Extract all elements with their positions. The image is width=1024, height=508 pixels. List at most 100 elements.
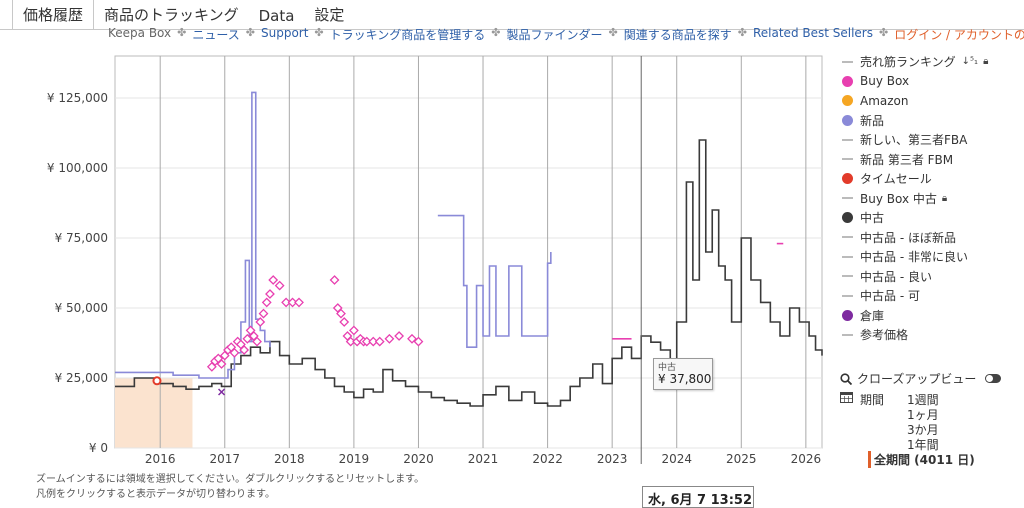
tooltip-value: ¥ 37,800 xyxy=(658,372,712,386)
y-tick-label: ¥ 75,000 xyxy=(55,231,108,245)
buy-box-point xyxy=(229,347,240,358)
subnav-login[interactable]: ログイン / アカウントの登録 xyxy=(894,28,1024,42)
x-tick-label: 2020 xyxy=(403,452,434,464)
legend-new-fbm[interactable]: 新品 第三者 FBM xyxy=(840,150,988,170)
y-tick-label: ¥ 50,000 xyxy=(55,301,108,315)
legend-list-price[interactable]: 参考価格 xyxy=(840,325,988,345)
x-tick-label: 2018 xyxy=(274,452,305,464)
buy-box-point xyxy=(413,336,424,347)
y-tick-label: ¥ 125,000 xyxy=(47,91,108,105)
x-tick-label: 2016 xyxy=(145,452,176,464)
subnav-related-products[interactable]: 関連する商品を探す xyxy=(623,28,732,42)
buy-box-point xyxy=(374,336,385,347)
warehouse-dot xyxy=(841,309,853,321)
buy-box-point xyxy=(261,297,272,308)
legend-used[interactable]: 中古 xyxy=(840,208,988,228)
separator-icon: ✤ xyxy=(177,26,187,39)
sort-icon[interactable]: ↓⁵₁ xyxy=(961,56,979,68)
legend-used-like-new[interactable]: 中古品 - ほぼ新品 xyxy=(840,228,988,248)
legend-new-fba[interactable]: 新しい、第三者FBA xyxy=(840,130,988,150)
buy-box-point xyxy=(252,336,262,347)
y-tick-label: ¥ 25,000 xyxy=(55,371,108,385)
series-line xyxy=(115,139,823,407)
sales-rank-shading xyxy=(115,378,193,448)
legend-used-very-good[interactable]: 中古品 - 非常に良い xyxy=(840,247,988,267)
subnav-news[interactable]: ニュース xyxy=(192,28,240,42)
lock-icon: 🔒︎ xyxy=(983,56,989,68)
buy-box-point xyxy=(294,297,304,308)
range-1-month[interactable]: 1ヶ月 xyxy=(907,408,939,422)
calendar-icon xyxy=(840,392,853,403)
range-1-week[interactable]: 1週間 xyxy=(907,393,939,407)
subnav-keepa-box[interactable]: Keepa Box xyxy=(108,26,172,40)
buy-box-point xyxy=(339,317,350,327)
separator-icon: ✤ xyxy=(879,26,889,39)
x-tick-label: 2021 xyxy=(468,452,499,464)
x-tick-label: 2025 xyxy=(726,452,757,464)
closeup-label: クローズアップビュー xyxy=(857,372,977,386)
buy-box-dot xyxy=(841,75,853,87)
search-icon xyxy=(840,372,852,385)
buy-box-point xyxy=(281,297,292,308)
range-all-time[interactable]: 全期間 (4011 日) xyxy=(868,451,975,468)
legend-amazon[interactable]: Amazon xyxy=(840,91,988,111)
tab-data[interactable]: Data xyxy=(258,7,295,25)
legend-new[interactable]: 新品 xyxy=(840,111,988,131)
buy-box-point xyxy=(368,336,379,347)
separator-icon: ✤ xyxy=(737,26,747,39)
subnav-manage-tracking[interactable]: トラッキング商品を管理する xyxy=(329,28,486,42)
x-tick-label: 2024 xyxy=(661,452,692,464)
buy-box-point xyxy=(384,333,395,344)
tab-product-tracking[interactable]: 商品のトラッキング xyxy=(104,6,239,24)
chart-legend: 売れ筋ランキング ↓⁵₁ 🔒︎ Buy Box Amazon 新品 新しい、第三者F… xyxy=(840,52,988,345)
legend-used-acceptable[interactable]: 中古品 - 可 xyxy=(840,286,988,306)
buy-box-point xyxy=(329,275,340,285)
buy-box-point xyxy=(287,297,298,308)
x-tick-label: 2019 xyxy=(339,452,370,464)
tab-price-history[interactable]: 価格履歴 xyxy=(12,0,95,30)
separator-icon: ✤ xyxy=(491,26,501,39)
buy-box-point xyxy=(361,336,372,347)
buy-box-point xyxy=(394,331,405,341)
x-tick-label: 2026 xyxy=(791,452,822,464)
new-dot xyxy=(841,114,853,126)
legend-warehouse[interactable]: 倉庫 xyxy=(840,306,988,326)
legend-lightning-deal[interactable]: タイムセール xyxy=(840,169,988,189)
buy-box-point xyxy=(348,325,359,336)
hover-date-label: 水, 6月 7 13:52 xyxy=(642,486,754,508)
legend-buy-box-used[interactable]: Buy Box 中古 🔒︎ xyxy=(840,189,988,209)
zoom-hint: ズームインするには領域を選択してください。ダブルクリックするとリセットします。 xyxy=(36,474,425,485)
closeup-view-toggle[interactable]: クローズアップビュー xyxy=(840,370,1002,387)
buy-box-point xyxy=(265,289,275,299)
buy-box-point xyxy=(274,280,285,291)
separator-icon: ✤ xyxy=(608,26,618,39)
price-history-chart[interactable]: ¥ 0 ¥ 25,000 ¥ 50,000 ¥ 75,000 ¥ 100,000 ¥ 12… xyxy=(0,44,830,464)
buy-box-point xyxy=(242,333,253,344)
series-line xyxy=(437,214,552,348)
toggle-switch[interactable] xyxy=(985,374,1002,383)
warehouse-point xyxy=(218,388,226,396)
range-3-months[interactable]: 3か月 xyxy=(907,423,939,437)
legend-buy-box[interactable]: Buy Box xyxy=(840,72,988,92)
buy-box-point xyxy=(407,333,417,344)
amazon-dot xyxy=(841,95,853,107)
legend-used-good[interactable]: 中古品 - 良い xyxy=(840,267,988,287)
buy-box-point xyxy=(239,345,250,355)
lock-icon: 🔒︎ xyxy=(941,192,948,204)
legend-hint: 凡例をクリックすると表示データが切り替わります。 xyxy=(36,489,275,500)
buy-box-point xyxy=(216,359,227,369)
subnav-support[interactable]: Support xyxy=(260,26,309,40)
subnav-product-finder[interactable]: 製品ファインダー xyxy=(506,28,603,42)
y-tick-label: ¥ 100,000 xyxy=(47,161,108,175)
buy-box-point xyxy=(336,308,346,319)
subnav-related-best-sellers[interactable]: Related Best Sellers xyxy=(752,26,873,40)
sub-navigation: Keepa Box ✤ ニュース ✤ Support ✤ トラッキング商品を管理… xyxy=(108,26,1024,43)
legend-sales-rank[interactable]: 売れ筋ランキング ↓⁵₁ 🔒︎ xyxy=(840,52,988,72)
lightning-deal-point xyxy=(152,376,162,386)
tab-settings[interactable]: 設定 xyxy=(314,6,345,24)
buy-box-point xyxy=(255,317,266,327)
used-dot xyxy=(841,212,853,224)
range-1-year[interactable]: 1年間 xyxy=(907,438,939,452)
x-tick-label: 2023 xyxy=(597,452,628,464)
tooltip-series: 中古 xyxy=(658,363,677,373)
